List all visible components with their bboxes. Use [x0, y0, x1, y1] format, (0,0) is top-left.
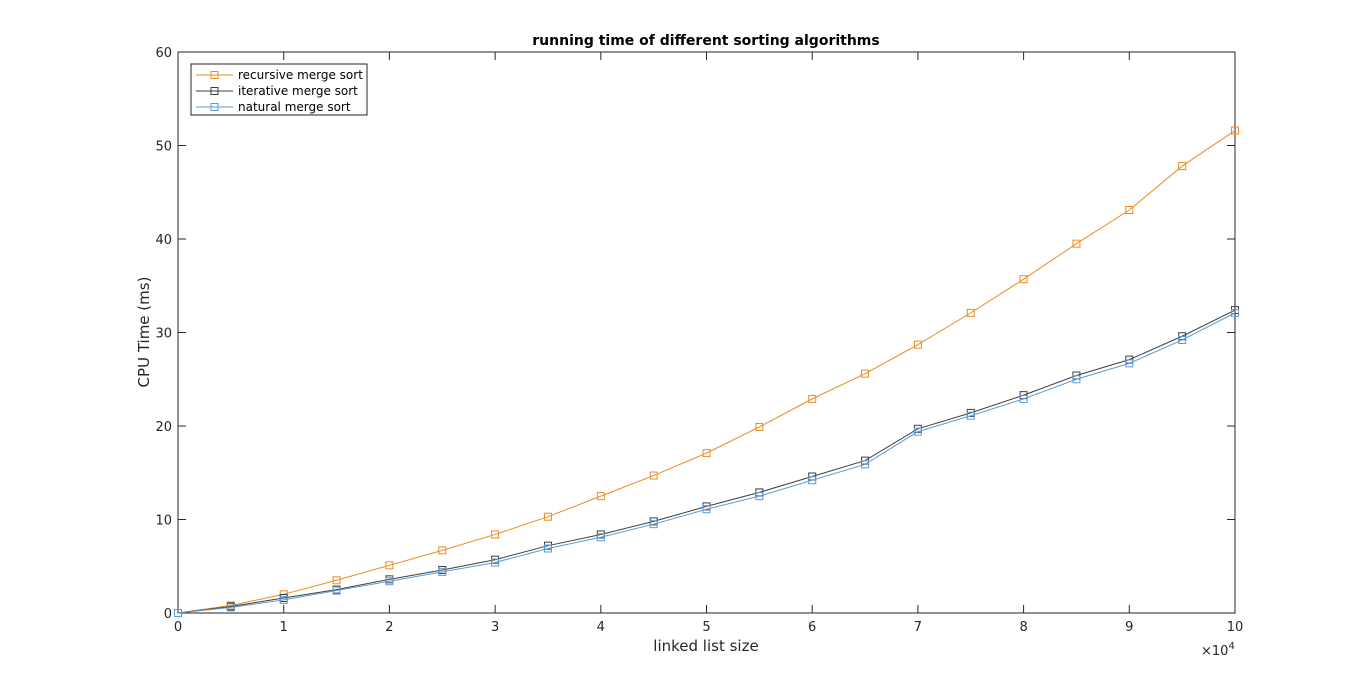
legend-marker [210, 71, 219, 79]
x-tick-label: 5 [702, 620, 710, 635]
data-point [649, 520, 658, 529]
series-layer [174, 126, 1239, 617]
x-tick-label: 8 [1019, 620, 1027, 635]
data-point [913, 427, 922, 436]
y-tick-label: 60 [155, 46, 172, 61]
data-point [808, 476, 817, 485]
data-point [702, 505, 711, 514]
y-axis-label: CPU Time (ms) [135, 277, 153, 388]
y-tick-label: 30 [155, 327, 172, 342]
plot-area [177, 51, 1236, 614]
data-point [543, 512, 552, 521]
series-natural-merge-sort [174, 308, 1239, 617]
x-tick-label: 0 [174, 620, 182, 635]
data-point [438, 546, 447, 555]
data-point [1072, 375, 1081, 384]
x-tick-label: 9 [1125, 620, 1133, 635]
series-line [177, 312, 1236, 614]
y-tick-label: 50 [155, 140, 172, 155]
legend-entry: iterative merge sort [196, 84, 358, 98]
data-point [332, 586, 341, 595]
plot-frame [177, 51, 1236, 614]
data-point [1072, 239, 1081, 248]
legend-label: iterative merge sort [238, 84, 358, 98]
data-point [1125, 206, 1134, 215]
data-point [1178, 335, 1187, 344]
data-point [913, 340, 922, 349]
x-tick-label: 3 [491, 620, 499, 635]
y-axis: 0 10 20 30 40 50 60 [155, 46, 1235, 622]
legend-label: natural merge sort [238, 100, 351, 114]
series-line [177, 130, 1236, 614]
data-point [1231, 126, 1239, 135]
data-point [226, 603, 235, 612]
data-point [861, 369, 870, 378]
data-point [808, 394, 817, 403]
data-point [1178, 162, 1187, 171]
data-point [702, 449, 711, 458]
data-point [596, 533, 605, 542]
data-point [755, 422, 764, 431]
y-tick-label: 0 [164, 607, 172, 622]
series-recursive-merge-sort [174, 126, 1239, 617]
data-point [174, 609, 182, 617]
data-point [279, 595, 288, 604]
legend-entry: recursive merge sort [196, 68, 363, 82]
x-tick-label: 7 [914, 620, 922, 635]
x-exponent-base: ×10 [1201, 644, 1228, 659]
x-axis-label: linked list size [653, 637, 758, 655]
legend-marker [210, 87, 219, 95]
data-point [1019, 275, 1028, 284]
y-tick-label: 40 [155, 233, 172, 248]
data-point [543, 544, 552, 553]
data-point [1231, 308, 1239, 317]
legend-entry: natural merge sort [196, 100, 351, 114]
y-tick-label: 20 [155, 420, 172, 435]
x-exponent-power: 4 [1228, 641, 1234, 652]
legend: recursive merge sort iterative merge sort… [190, 63, 368, 116]
data-point [491, 530, 500, 539]
series-line [177, 309, 1236, 614]
x-tick-label: 6 [808, 620, 816, 635]
x-tick-label: 10 [1227, 620, 1244, 635]
legend-label: recursive merge sort [238, 68, 363, 82]
data-point [385, 561, 394, 570]
x-axis: 0 1 2 3 4 5 6 7 8 9 10 [174, 52, 1243, 635]
data-point [596, 492, 605, 501]
data-point [755, 492, 764, 501]
data-point [649, 471, 658, 480]
data-point [966, 308, 975, 317]
legend-marker [210, 103, 219, 111]
data-point [966, 411, 975, 420]
y-tick-label: 10 [155, 514, 172, 529]
data-point [438, 567, 447, 576]
data-point [385, 577, 394, 586]
x-tick-label: 1 [280, 620, 288, 635]
data-point [491, 558, 500, 567]
x-tick-label: 2 [385, 620, 393, 635]
data-point [1125, 359, 1134, 368]
x-tick-label: 4 [597, 620, 605, 635]
data-point [861, 460, 870, 469]
data-point [332, 576, 341, 585]
chart-title: running time of different sorting algori… [532, 33, 879, 49]
data-point [1019, 394, 1028, 403]
x-exponent-label: ×104 [1201, 641, 1235, 659]
